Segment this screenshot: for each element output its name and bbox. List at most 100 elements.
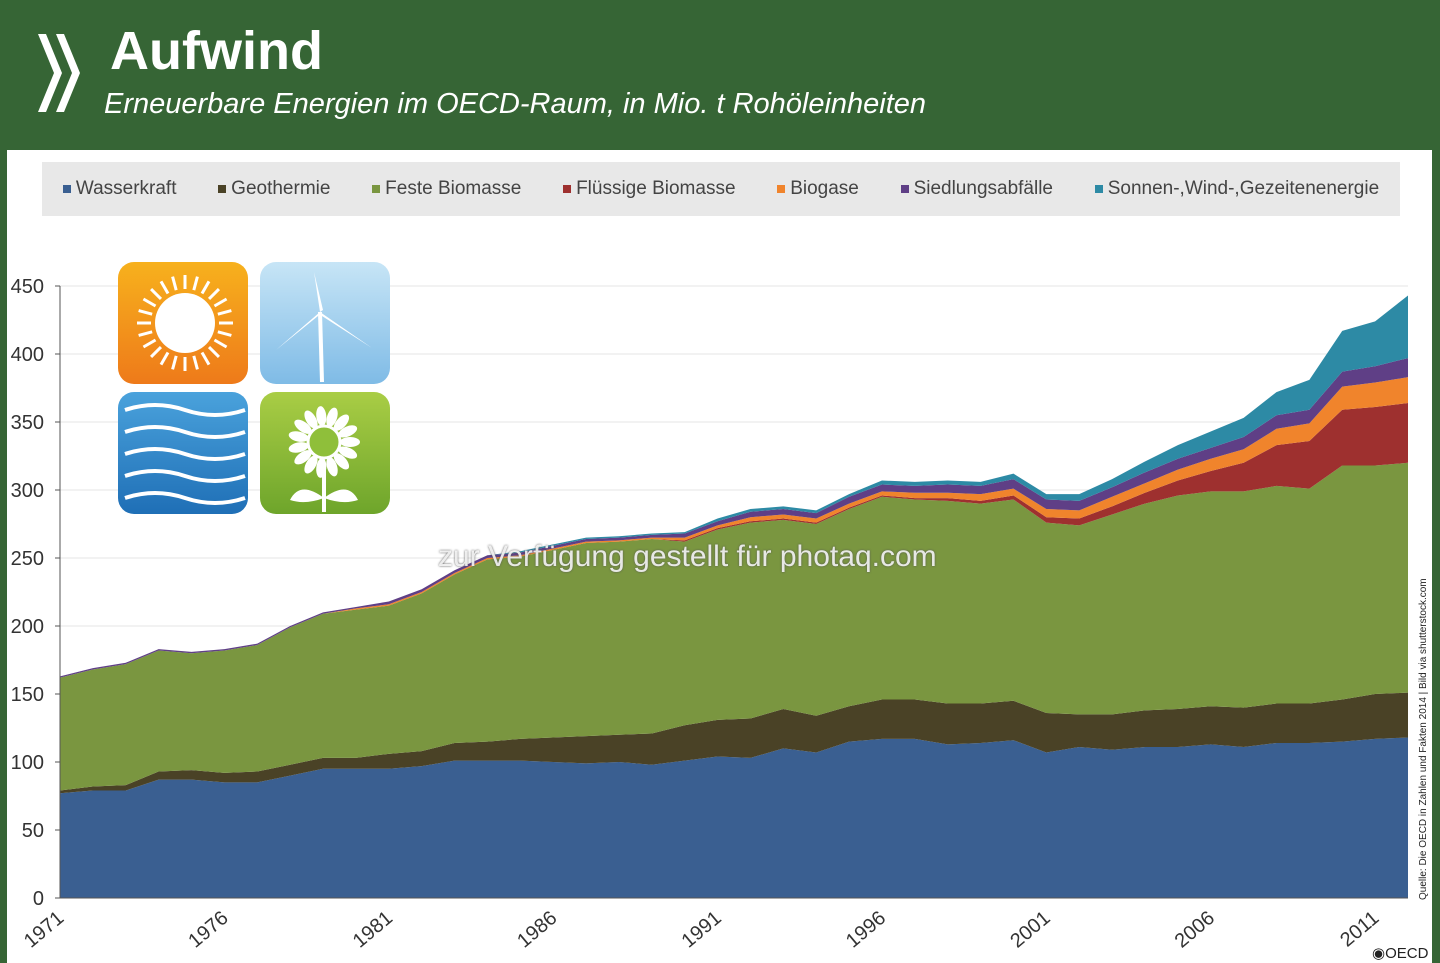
petal <box>316 406 327 427</box>
petal <box>304 455 318 474</box>
x-tick-label: 1996 <box>842 907 890 952</box>
x-tick-label: 1981 <box>349 907 397 952</box>
x-tick-label: 1986 <box>513 907 561 952</box>
y-tick-label: 0 <box>33 888 44 910</box>
petal <box>338 446 358 459</box>
legend-label: Siedlungsabfälle <box>913 178 1054 199</box>
area-biogase <box>60 377 1408 678</box>
x-tick-label: 2006 <box>1171 907 1219 952</box>
y-tick-label: 100 <box>11 752 44 774</box>
sun-ray <box>200 280 211 295</box>
source-note: Quelle: Die OECD in Zahlen und Fakten 20… <box>1418 578 1429 900</box>
legend-swatch <box>372 185 381 193</box>
watermark: zur Verfügung gestellt für photaq.com <box>438 540 937 573</box>
y-tick-label: 250 <box>11 548 44 570</box>
wind-turbine-icon <box>260 262 390 384</box>
sun-ray <box>142 297 157 308</box>
area-wasserkraft <box>60 737 1408 898</box>
petal <box>288 431 309 442</box>
page-subtitle: Erneuerbare Energien im OECD-Raum, in Mi… <box>104 88 927 120</box>
flower-core <box>306 424 342 460</box>
oecd-logo: ◉OECD <box>1372 944 1428 962</box>
sun-ray <box>159 351 170 366</box>
sun-ray <box>192 276 199 291</box>
sun-ray <box>149 345 163 359</box>
y-tick-label: 150 <box>11 684 44 706</box>
wave <box>124 491 246 505</box>
sun-ray <box>213 297 228 308</box>
petal <box>326 407 338 427</box>
legend-item: Wasserkraft <box>62 178 177 200</box>
x-tick-label: 1971 <box>20 907 68 952</box>
sun-ray <box>207 287 221 301</box>
sun-ray <box>207 345 221 359</box>
turbine-tower <box>318 311 324 383</box>
wave <box>124 469 246 483</box>
legend-swatch <box>1094 185 1103 193</box>
sun-ray <box>159 280 170 295</box>
x-tick-label: 1991 <box>678 907 726 952</box>
petal <box>333 453 350 470</box>
legend-swatch <box>900 185 909 193</box>
y-tick-label: 400 <box>11 344 44 366</box>
petal <box>304 410 318 429</box>
sun-ray <box>200 351 211 366</box>
sun-ray <box>213 338 228 349</box>
area-siedlungsabfälle <box>60 358 1408 678</box>
legend-label: Sonnen-,Wind-,Gezeitenenergie <box>1107 178 1380 199</box>
turbine-blades <box>276 272 372 350</box>
petal <box>294 419 312 434</box>
sun-ray <box>142 338 157 349</box>
y-tick-label: 200 <box>11 616 44 638</box>
legend-item: Sonnen-,Wind-,Gezeitenenergie <box>1094 178 1380 200</box>
y-tick-label: 450 <box>11 276 44 298</box>
legend-swatch <box>62 185 71 193</box>
legend-item: Biogase <box>777 178 859 200</box>
petal <box>338 425 358 438</box>
legend-swatch <box>777 185 786 193</box>
y-tick-label: 300 <box>11 480 44 502</box>
wave <box>124 425 246 439</box>
sun-ray <box>171 355 178 370</box>
petal <box>294 450 312 465</box>
legend-label: Feste Biomasse <box>385 178 522 199</box>
oecd-logo-text: OECD <box>1385 945 1429 962</box>
oecd-logo-icon: ◉ <box>1372 945 1386 962</box>
chevron-logo-icon <box>38 34 80 112</box>
area-feste-biomasse <box>60 462 1408 791</box>
sun-ray <box>138 309 153 316</box>
sun-ray <box>217 330 232 337</box>
sun-ray <box>138 330 153 337</box>
sun-ray <box>217 309 232 316</box>
legend-item: Feste Biomasse <box>372 178 521 200</box>
wave <box>124 447 246 461</box>
petal <box>333 414 350 431</box>
page-title: Aufwind <box>110 21 323 81</box>
petal <box>326 457 338 477</box>
sun-core <box>155 293 215 353</box>
wave <box>124 403 246 417</box>
x-tick-label: 1976 <box>184 907 232 952</box>
energy-icons <box>118 262 390 514</box>
legend: Wasserkraft Geothermie Feste Biomasse Flüss… <box>42 162 1400 216</box>
sun-ray <box>149 287 163 301</box>
legend-label: Wasserkraft <box>75 178 177 199</box>
legend-swatch <box>218 185 227 193</box>
area-geothermie <box>60 692 1408 794</box>
petal <box>340 437 360 447</box>
y-tick-label: 50 <box>22 820 44 842</box>
sun-ray <box>192 355 199 370</box>
flower-leaves <box>290 489 358 503</box>
legend-swatch <box>563 185 572 193</box>
y-tick-label: 350 <box>11 412 44 434</box>
petal <box>288 442 309 453</box>
legend-label: Flüssige Biomasse <box>576 178 736 199</box>
sun-ray <box>171 276 178 291</box>
legend-item: Flüssige Biomasse <box>563 178 736 200</box>
legend-item: Geothermie <box>218 178 330 200</box>
x-tick-label: 2001 <box>1006 907 1054 952</box>
legend-label: Biogase <box>790 178 859 199</box>
legend-item: Siedlungsabfälle <box>900 178 1054 200</box>
legend-label: Geothermie <box>231 178 331 199</box>
